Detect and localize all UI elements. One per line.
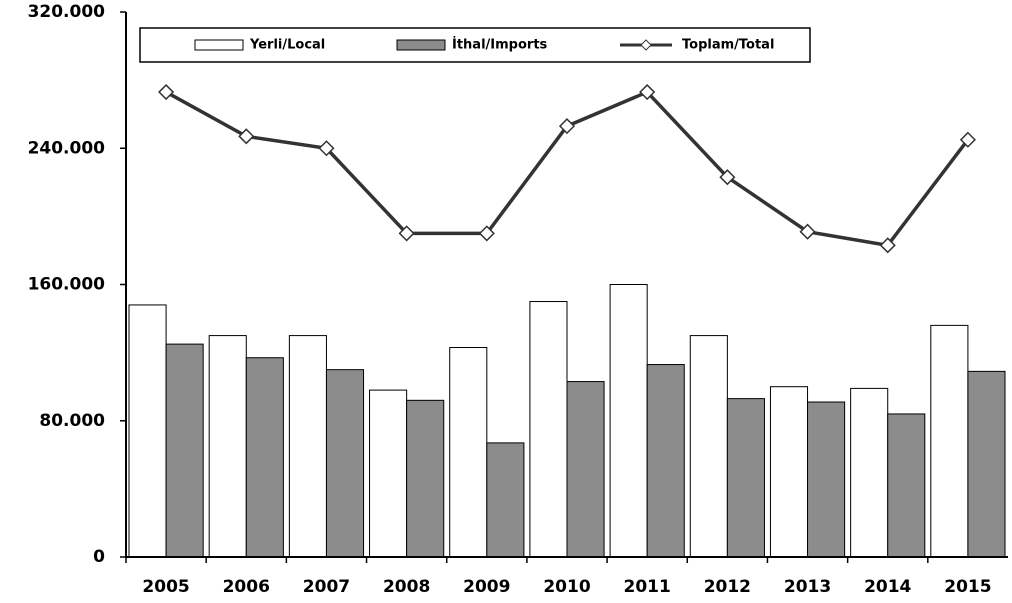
bar [406, 399, 445, 558]
legend-label: İthal/Imports [452, 37, 548, 53]
bar [529, 301, 568, 558]
y-tick-label: 160.000 [28, 275, 106, 295]
legend-label: Yerli/Local [249, 38, 325, 53]
marker [158, 83, 175, 101]
marker [478, 225, 495, 242]
line [165, 89, 970, 248]
legend-swatch [640, 39, 652, 51]
bar [208, 335, 247, 558]
marker [558, 118, 576, 135]
bar [566, 381, 605, 558]
marker [719, 169, 736, 186]
bar [486, 442, 525, 558]
marker [398, 225, 415, 242]
marker [959, 131, 976, 148]
bar [325, 369, 365, 558]
y-tick-label: 240.000 [28, 138, 106, 158]
legend: Yerli/Local İthal/Imports Toplam/Total [139, 27, 811, 63]
bar [807, 401, 846, 558]
y-tick-label: 80.000 [39, 411, 105, 431]
bar [245, 357, 284, 558]
bar [165, 343, 204, 558]
bar [646, 364, 685, 558]
bar [689, 335, 728, 558]
bar [850, 387, 889, 558]
bar [726, 398, 765, 558]
x-tick-label: 2007 [303, 577, 350, 597]
y-tick-label: 0 [93, 547, 105, 567]
bar [609, 284, 648, 558]
bar [887, 413, 926, 558]
legend-swatch [194, 39, 244, 51]
y-tick-label: 320.000 [28, 2, 106, 22]
bar [449, 347, 488, 558]
legend-label: Toplam/Total [682, 38, 774, 53]
x-tick-label: 2011 [624, 577, 671, 597]
x-tick-label: 2008 [383, 577, 430, 597]
bar [930, 324, 969, 558]
x-tick-label: 2015 [944, 577, 991, 597]
x-tick-label: 2006 [223, 577, 270, 597]
x-tick-label: 2013 [784, 577, 831, 597]
marker [238, 128, 255, 145]
bar [769, 386, 809, 558]
x-tick-label: 2005 [142, 577, 189, 597]
legend-swatch [396, 39, 446, 51]
marker [639, 83, 656, 101]
bar [288, 335, 327, 558]
bar [128, 304, 167, 558]
bar [369, 389, 408, 558]
marker [879, 237, 896, 254]
x-tick-label: 2014 [864, 577, 911, 597]
x-tick-label: 2009 [463, 577, 510, 597]
marker [318, 140, 335, 157]
bar [967, 370, 1006, 558]
marker [799, 223, 816, 240]
x-tick-label: 2012 [704, 577, 751, 597]
x-tick-label: 2010 [543, 577, 590, 597]
legend-box [139, 27, 811, 63]
